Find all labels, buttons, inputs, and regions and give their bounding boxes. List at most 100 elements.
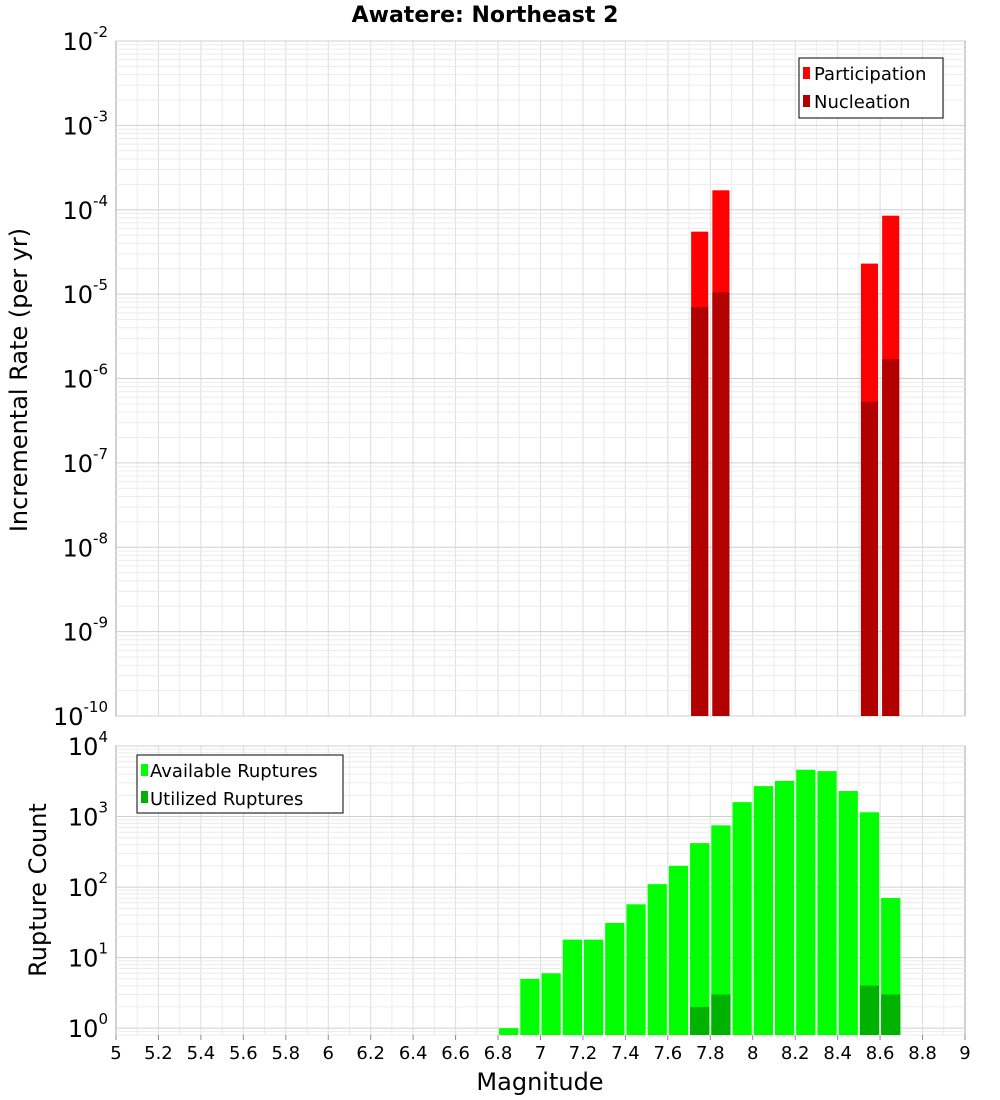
y-tick-label: 10-5 — [62, 276, 108, 309]
y-tick-base: 10 — [68, 804, 99, 832]
x-tick-label: 7.4 — [611, 1043, 640, 1064]
bar-available-ruptures — [541, 973, 561, 1035]
bar-available-ruptures — [583, 939, 604, 1035]
y-tick-exponent: -6 — [93, 361, 108, 379]
bar-available-ruptures — [838, 791, 858, 1035]
top-legend-box — [798, 57, 944, 119]
y-tick-base: 10 — [68, 1015, 99, 1043]
x-tick-label: 8.6 — [866, 1043, 895, 1064]
bar-available-ruptures — [774, 780, 795, 1035]
bar-available-ruptures — [605, 922, 625, 1035]
y-tick-base: 10 — [62, 450, 93, 478]
y-tick-label: 10-3 — [62, 107, 108, 140]
bar-nucleation — [860, 401, 879, 716]
y-tick-base: 10 — [68, 874, 99, 902]
x-tick-label: 5.8 — [271, 1043, 300, 1064]
y-tick-exponent: -7 — [93, 445, 108, 463]
bottom-y-axis-label: Rupture Count — [24, 803, 52, 977]
x-tick-label: 9 — [959, 1043, 970, 1064]
bar-available-ruptures — [859, 812, 880, 1035]
chart-title: Awatere: Northeast 2 — [352, 3, 619, 28]
y-tick-label: 104 — [68, 728, 108, 761]
y-tick-label: 10-6 — [62, 361, 108, 394]
y-tick-exponent: -10 — [84, 698, 109, 716]
bar-nucleation — [882, 359, 900, 716]
y-tick-base: 10 — [62, 28, 93, 56]
legend-nucleation-swatch — [803, 95, 810, 107]
legend-utilized-swatch — [141, 791, 148, 803]
bar-available-ruptures — [732, 802, 752, 1035]
y-tick-base: 10 — [62, 197, 93, 225]
bar-available-ruptures — [817, 771, 837, 1035]
y-tick-base: 10 — [62, 281, 93, 309]
bar-available-ruptures — [711, 825, 731, 1035]
legend-available-swatch — [141, 764, 148, 776]
y-tick-base: 10 — [68, 733, 99, 761]
x-tick-label: 7 — [535, 1043, 546, 1064]
y-tick-label: 10-8 — [62, 529, 108, 562]
x-tick-label: 5.2 — [144, 1043, 173, 1064]
x-tick-label: 6.8 — [484, 1043, 513, 1064]
y-tick-label: 100 — [68, 1010, 108, 1043]
y-tick-label: 10-9 — [62, 614, 108, 647]
bar-available-ruptures — [626, 904, 646, 1035]
x-tick-label: 6.2 — [356, 1043, 385, 1064]
legend-participation-label: Participation — [814, 64, 926, 85]
bar-available-ruptures — [796, 769, 816, 1035]
x-tick-label: 8.4 — [823, 1043, 852, 1064]
y-tick-base: 10 — [62, 534, 93, 562]
y-tick-label: 101 — [68, 940, 108, 973]
top-y-axis-label: Incremental Rate (per yr) — [5, 228, 33, 532]
x-tick-label: 5 — [110, 1043, 121, 1064]
legend-nucleation-label: Nucleation — [814, 92, 910, 113]
x-tick-label: 6.4 — [399, 1043, 428, 1064]
y-tick-base: 10 — [68, 945, 99, 973]
top-legend: Participation Nucleation — [798, 57, 944, 119]
bar-available-ruptures — [499, 1028, 519, 1035]
y-tick-label: 10-2 — [62, 23, 108, 56]
y-tick-base: 10 — [62, 366, 93, 394]
y-tick-label: 103 — [68, 799, 108, 832]
y-tick-exponent: -8 — [93, 529, 108, 547]
bar-utilized-ruptures — [711, 994, 731, 1035]
y-tick-exponent: -3 — [93, 107, 108, 125]
y-tick-exponent: 1 — [98, 940, 108, 958]
x-tick-label: 5.4 — [187, 1043, 216, 1064]
y-tick-exponent: 3 — [98, 799, 108, 817]
x-tick-label: 7.6 — [654, 1043, 683, 1064]
bottom-legend-box — [136, 754, 344, 814]
y-tick-exponent: -5 — [93, 276, 108, 294]
bar-available-ruptures — [753, 786, 773, 1035]
legend-participation-swatch — [803, 67, 810, 79]
y-tick-label: 102 — [68, 869, 108, 902]
y-tick-exponent: -9 — [93, 614, 108, 632]
x-tick-label: 8.8 — [908, 1043, 937, 1064]
top-bars — [691, 190, 900, 717]
x-tick-label: 5.6 — [229, 1043, 258, 1064]
y-tick-label: 10-4 — [62, 192, 108, 225]
x-tick-label: 6.6 — [441, 1043, 470, 1064]
bar-utilized-ruptures — [859, 985, 880, 1035]
y-tick-base: 10 — [53, 703, 84, 731]
bar-available-ruptures — [647, 884, 667, 1035]
x-tick-label: 6 — [323, 1043, 334, 1064]
x-tick-label: 7.2 — [569, 1043, 598, 1064]
y-tick-base: 10 — [62, 619, 93, 647]
x-tick-label: 8.2 — [781, 1043, 810, 1064]
bar-utilized-ruptures — [881, 994, 901, 1035]
y-tick-exponent: -2 — [93, 23, 108, 41]
x-tick-label: 7.8 — [696, 1043, 725, 1064]
y-tick-label: 10-7 — [62, 445, 108, 478]
y-tick-exponent: 4 — [98, 728, 108, 746]
y-tick-base: 10 — [62, 112, 93, 140]
y-tick-exponent: 0 — [98, 1010, 108, 1028]
legend-utilized-label: Utilized Ruptures — [150, 789, 303, 810]
bar-available-ruptures — [562, 939, 582, 1035]
bar-available-ruptures — [520, 978, 540, 1035]
x-axis-label: Magnitude — [476, 1068, 603, 1096]
x-tick-label: 8 — [747, 1043, 758, 1064]
bar-nucleation — [712, 292, 730, 716]
